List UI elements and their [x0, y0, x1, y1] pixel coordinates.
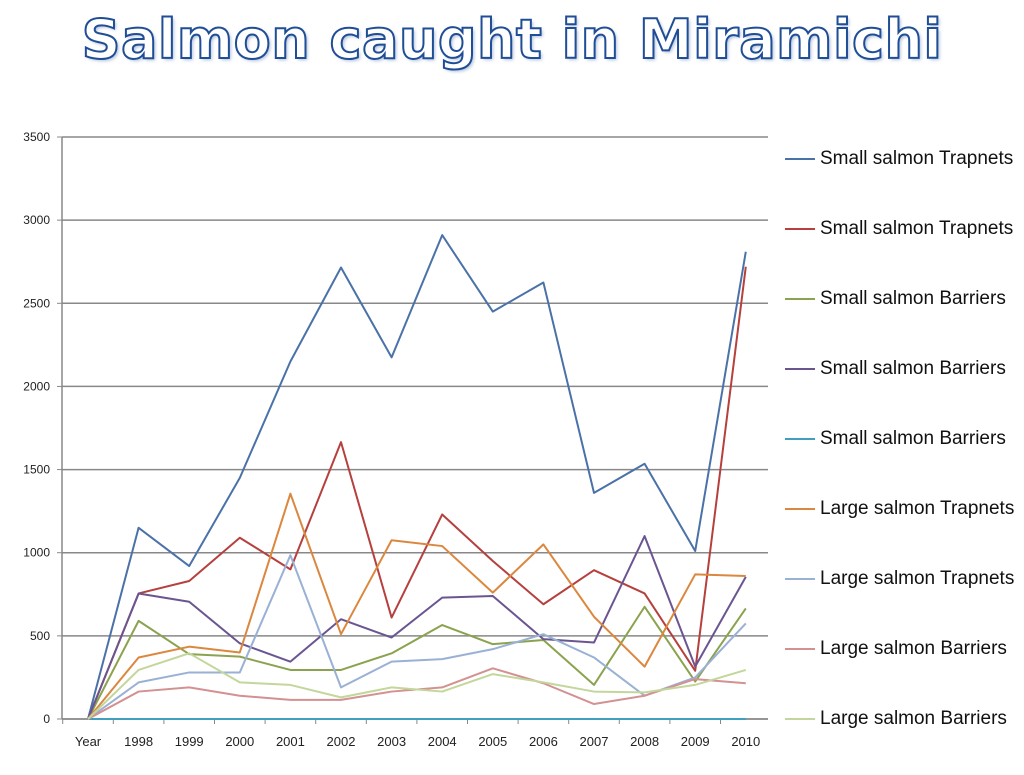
x-tick-label: 2000 — [225, 734, 254, 749]
y-tick-label: 0 — [43, 712, 50, 726]
legend-item: Small salmon Barriers — [785, 425, 1024, 495]
x-tick-label: 2007 — [580, 734, 609, 749]
legend-item: Large salmon Barriers — [785, 635, 1024, 705]
y-tick-label: 2000 — [23, 379, 50, 393]
legend-swatch — [785, 438, 815, 440]
legend: Small salmon Trapnets Small salmon Trapne… — [785, 145, 1024, 775]
legend-swatch — [785, 368, 815, 370]
x-tick-label: 2009 — [681, 734, 710, 749]
legend-label: Small salmon Trapnets — [820, 218, 1014, 239]
legend-swatch — [785, 228, 815, 230]
y-tick-label: 1500 — [23, 463, 50, 477]
legend-item: Small salmon Barriers — [785, 285, 1024, 355]
legend-swatch — [785, 158, 815, 160]
x-tick-label: 2004 — [428, 734, 457, 749]
x-tick-label: 2003 — [377, 734, 406, 749]
x-tick-label: 2002 — [327, 734, 356, 749]
legend-swatch — [785, 298, 815, 300]
series-line-6 — [87, 492, 746, 720]
x-tick-labels: Year 1998 1999 2000 2001 2002 2003 2004 2005 2006… — [75, 734, 760, 749]
x-tick-label: 2001 — [276, 734, 305, 749]
legend-item: Large salmon Trapnets — [785, 495, 1024, 565]
legend-label: Small salmon Barriers — [820, 288, 1006, 309]
legend-item: Large salmon Barriers — [785, 705, 1024, 775]
series-line-3 — [87, 605, 747, 720]
series-line-4 — [87, 535, 747, 720]
series-line-7 — [87, 554, 747, 720]
legend-label: Large salmon Barriers — [820, 638, 1007, 659]
x-tick-label: 1998 — [124, 734, 153, 749]
legend-item: Large salmon Trapnets — [785, 565, 1024, 635]
legend-swatch — [785, 578, 815, 580]
x-tick-label: 2008 — [630, 734, 659, 749]
x-tick-label: 2010 — [731, 734, 760, 749]
series-line-2 — [87, 266, 747, 720]
slide-title: Salmon caught in Miramichi — [81, 7, 943, 72]
legend-item: Small salmon Barriers — [785, 355, 1024, 425]
x-tick-label: 1999 — [175, 734, 204, 749]
series-lines — [87, 234, 747, 720]
x-tick-label: 2005 — [478, 734, 507, 749]
legend-label: Large salmon Trapnets — [820, 568, 1015, 589]
y-tick-label: 1000 — [23, 546, 50, 560]
legend-label: Small salmon Trapnets — [820, 148, 1014, 169]
legend-label: Large salmon Barriers — [820, 708, 1007, 729]
legend-label: Small salmon Barriers — [820, 358, 1006, 379]
x-tick-label: 2006 — [529, 734, 558, 749]
legend-label: Small salmon Barriers — [820, 428, 1006, 449]
y-tick-label: 2500 — [23, 296, 50, 310]
legend-swatch — [785, 648, 815, 650]
legend-item: Small salmon Trapnets — [785, 215, 1024, 285]
x-tick-label: Year — [75, 734, 102, 749]
y-tick-labels: 0 500 1000 1500 2000 2500 3000 3500 — [23, 130, 50, 726]
series-line-1 — [87, 234, 747, 720]
series-line-9 — [87, 652, 747, 720]
series-line-8 — [87, 667, 746, 720]
y-tick-label: 3500 — [23, 130, 50, 144]
legend-label: Large salmon Trapnets — [820, 498, 1015, 519]
y-tick-label: 3000 — [23, 213, 50, 227]
legend-item: Small salmon Trapnets — [785, 145, 1024, 215]
y-tick-label: 500 — [30, 629, 50, 643]
legend-swatch — [785, 718, 815, 720]
legend-swatch — [785, 508, 815, 510]
